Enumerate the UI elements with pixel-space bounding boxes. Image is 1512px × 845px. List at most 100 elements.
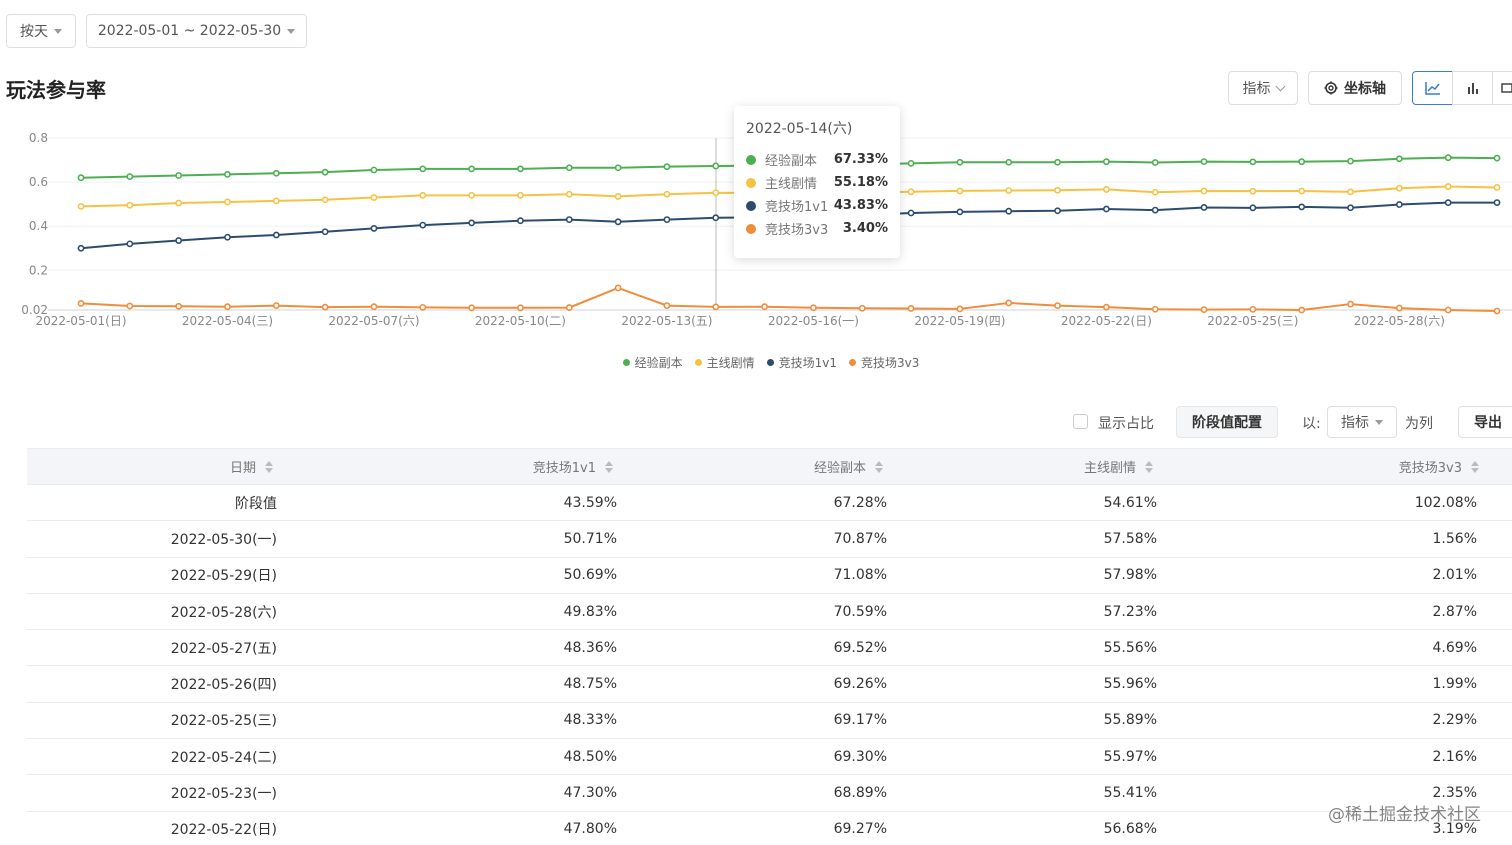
data-point[interactable] [1395, 155, 1403, 163]
export-button[interactable]: 导出 [1458, 406, 1512, 438]
data-point[interactable] [1102, 205, 1110, 213]
data-point[interactable] [1347, 204, 1354, 212]
data-point[interactable] [517, 304, 524, 312]
data-point[interactable] [1493, 154, 1501, 162]
data-point[interactable] [175, 199, 183, 207]
data-point[interactable] [907, 209, 915, 217]
data-point[interactable] [810, 304, 817, 312]
data-point[interactable] [1249, 187, 1257, 195]
data-point[interactable] [1151, 305, 1159, 313]
data-point[interactable] [126, 240, 134, 248]
data-point[interactable] [468, 191, 476, 199]
data-point[interactable] [1493, 184, 1501, 191]
data-point[interactable] [1005, 299, 1013, 307]
data-point[interactable] [1347, 157, 1354, 165]
data-point[interactable] [1444, 199, 1452, 207]
axis-settings-button[interactable]: 坐标轴 [1308, 71, 1402, 105]
data-point[interactable] [907, 159, 915, 167]
data-point[interactable] [419, 191, 427, 199]
data-point[interactable] [1200, 204, 1208, 211]
pivot-select[interactable]: 指标 [1327, 406, 1397, 438]
data-point[interactable] [956, 187, 964, 195]
data-point[interactable] [77, 202, 85, 210]
data-point[interactable] [1249, 204, 1257, 212]
data-point[interactable] [224, 198, 231, 206]
data-point[interactable] [858, 304, 866, 312]
data-point[interactable] [1493, 307, 1501, 315]
data-point[interactable] [956, 305, 964, 313]
data-point[interactable] [517, 191, 524, 199]
data-point[interactable] [614, 284, 622, 292]
data-point[interactable] [370, 194, 378, 201]
bar-view-button[interactable] [1452, 71, 1493, 105]
data-point[interactable] [77, 299, 85, 307]
data-point[interactable] [1444, 154, 1452, 162]
data-point[interactable] [1444, 306, 1452, 314]
granularity-select[interactable]: 按天 [6, 14, 76, 48]
data-point[interactable] [614, 164, 622, 172]
data-point[interactable] [907, 305, 915, 312]
data-point[interactable] [956, 208, 964, 216]
data-point[interactable] [663, 216, 671, 223]
column-header-date[interactable]: 日期 [27, 449, 277, 484]
data-point[interactable] [614, 193, 622, 200]
column-header-arena-1v1[interactable]: 竞技场1v1 [277, 449, 617, 484]
data-point[interactable] [1200, 306, 1208, 314]
data-point[interactable] [1347, 300, 1354, 308]
data-point[interactable] [1151, 206, 1159, 214]
data-point[interactable] [224, 303, 231, 311]
data-point[interactable] [175, 172, 183, 179]
sort-icon[interactable] [1471, 460, 1479, 473]
data-point[interactable] [126, 302, 134, 310]
data-point[interactable] [468, 219, 476, 227]
data-point[interactable] [1395, 184, 1403, 192]
data-point[interactable] [1054, 186, 1061, 194]
data-point[interactable] [1249, 305, 1257, 313]
data-point[interactable] [468, 304, 476, 312]
legend-item[interactable]: 经验副本 [622, 354, 683, 371]
data-point[interactable] [370, 225, 378, 232]
data-point[interactable] [419, 303, 427, 311]
data-point[interactable] [321, 228, 329, 236]
data-point[interactable] [1151, 188, 1159, 196]
data-point[interactable] [1200, 187, 1208, 195]
data-point[interactable] [517, 217, 524, 225]
date-range-picker[interactable]: 2022-05-01 ~ 2022-05-30 [86, 14, 307, 48]
legend-item[interactable]: 主线剧情 [694, 354, 755, 371]
data-point[interactable] [712, 189, 720, 197]
data-point[interactable] [77, 244, 85, 252]
data-point[interactable] [224, 233, 231, 241]
show-ratio-checkbox[interactable] [1073, 414, 1088, 429]
data-point[interactable] [272, 302, 280, 309]
legend-item[interactable]: 竞技场3v3 [849, 354, 919, 371]
data-point[interactable] [1444, 183, 1452, 190]
sort-icon[interactable] [1145, 460, 1153, 473]
sort-icon[interactable] [265, 460, 273, 473]
data-point[interactable] [126, 173, 134, 180]
data-point[interactable] [565, 164, 573, 172]
data-point[interactable] [565, 190, 573, 198]
data-point[interactable] [1298, 203, 1306, 211]
data-point[interactable] [1005, 158, 1013, 166]
table-view-button[interactable] [1492, 71, 1512, 105]
data-point[interactable] [1005, 187, 1013, 194]
data-point[interactable] [126, 201, 134, 209]
data-point[interactable] [614, 218, 622, 226]
data-point[interactable] [565, 304, 573, 311]
data-point[interactable] [712, 303, 720, 311]
data-point[interactable] [1395, 304, 1403, 312]
data-point[interactable] [1347, 188, 1354, 196]
data-point[interactable] [175, 302, 183, 310]
data-point[interactable] [468, 165, 476, 173]
stage-config-button[interactable]: 阶段值配置 [1176, 406, 1278, 438]
legend-item[interactable]: 竞技场1v1 [766, 354, 837, 371]
column-header-main-story[interactable]: 主线剧情 [887, 449, 1157, 484]
data-point[interactable] [1151, 159, 1159, 166]
data-point[interactable] [1298, 187, 1306, 195]
line-view-button[interactable] [1412, 71, 1453, 105]
data-point[interactable] [1054, 158, 1061, 166]
data-point[interactable] [1298, 158, 1306, 166]
data-point[interactable] [663, 190, 671, 198]
sort-icon[interactable] [605, 460, 613, 473]
data-point[interactable] [77, 174, 85, 182]
